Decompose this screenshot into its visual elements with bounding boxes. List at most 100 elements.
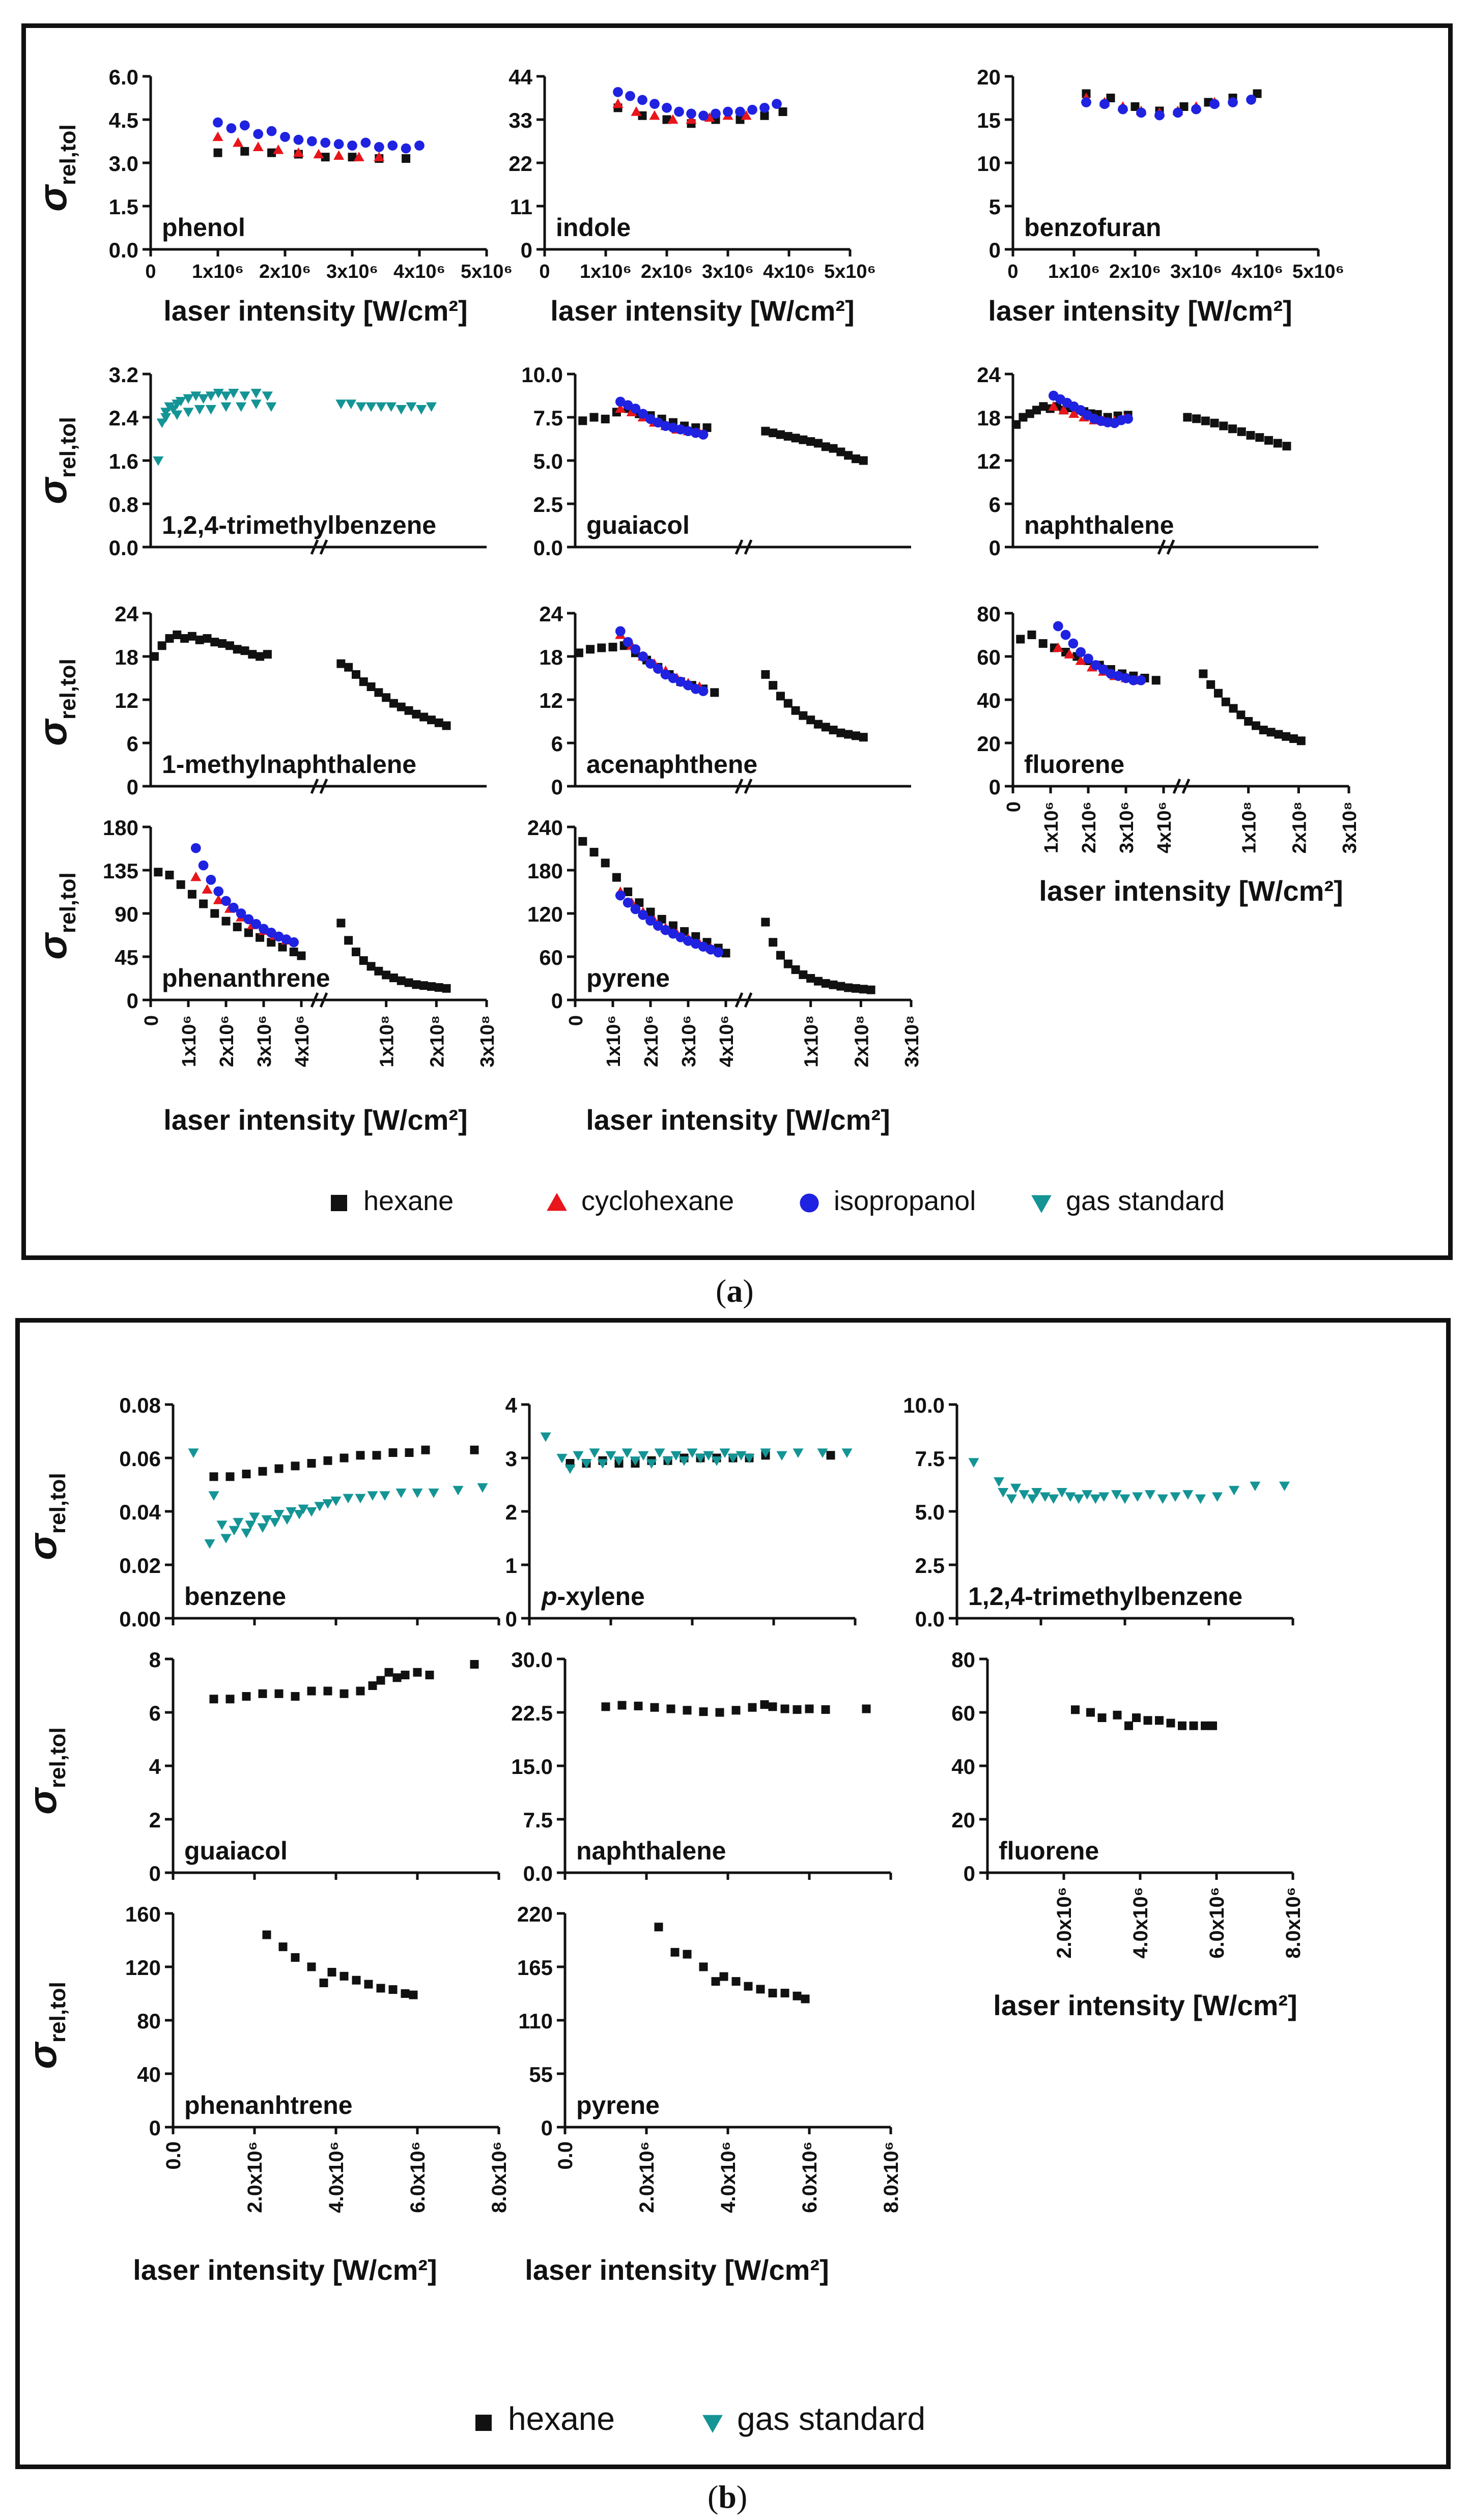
data-point-hexane — [666, 1704, 675, 1713]
data-point-hexane — [180, 634, 189, 643]
data-point-isopropanol — [289, 937, 299, 948]
data-point-hexane — [1155, 1716, 1164, 1725]
data-point-hexane — [413, 1668, 422, 1677]
data-point-isopropanol — [615, 890, 626, 901]
data-point-hexane — [376, 1676, 385, 1685]
data-point-hexane — [844, 730, 853, 739]
y-tick-label: 4 — [149, 1755, 161, 1779]
data-point-gas-standard — [1048, 1494, 1059, 1504]
data-point-hexane — [157, 641, 166, 650]
data-point-isopropanol — [1191, 104, 1201, 114]
data-point-cyclohexane — [293, 147, 304, 157]
data-point-hexane — [1237, 427, 1246, 436]
data-point-gas-standard — [564, 1464, 576, 1474]
data-point-hexane — [859, 456, 868, 465]
data-point-hexane — [691, 932, 700, 941]
axis-break-mark — [1157, 539, 1166, 555]
data-point-hexane — [248, 650, 257, 659]
x-tick-label: 1x10⁶ — [1048, 261, 1100, 282]
data-point-isopropanol — [668, 673, 679, 683]
data-point-hexane — [221, 917, 231, 926]
y-axis-symbol: σ — [20, 2041, 65, 2069]
x-tick-label: 1x10⁶ — [192, 261, 244, 282]
data-point-gas-standard — [1132, 1492, 1143, 1502]
data-point-hexane — [1201, 1721, 1209, 1730]
y-tick-label: 0 — [521, 238, 532, 262]
data-point-gas-standard — [213, 389, 224, 398]
data-point-hexane — [233, 645, 242, 654]
data-point-hexane — [769, 428, 778, 438]
data-point-cyclohexane — [1053, 642, 1064, 652]
y-tick-label: 0.06 — [119, 1447, 161, 1471]
data-point-hexane — [356, 1451, 365, 1460]
data-point-hexane — [821, 1705, 830, 1714]
data-point-isopropanol — [690, 683, 701, 694]
data-point-hexane — [1189, 1721, 1198, 1730]
data-point-hexane — [401, 1671, 410, 1679]
y-tick-label: 12 — [977, 449, 1001, 473]
data-point-hexane — [1039, 402, 1048, 411]
y-tick-label: 6 — [149, 1701, 161, 1725]
data-point-hexane — [1019, 413, 1028, 422]
data-point-gas-standard — [1250, 1481, 1261, 1492]
data-point-hexane — [1251, 721, 1260, 730]
data-point-gas-standard — [597, 1459, 608, 1469]
data-point-hexane — [240, 646, 249, 655]
data-point-isopropanol — [1228, 97, 1238, 107]
data-point-gas-standard — [1144, 1490, 1156, 1500]
data-point-hexane — [761, 918, 770, 927]
data-point-hexane — [851, 454, 860, 464]
data-point-cyclohexane — [615, 403, 626, 413]
data-point-hexane — [601, 1702, 610, 1711]
data-point-gas-standard — [395, 405, 407, 415]
data-point-hexane — [421, 1445, 430, 1454]
data-point-hexane — [586, 645, 595, 654]
data-point-hexane — [278, 1942, 288, 1952]
x-tick-label: 3x10⁶ — [326, 261, 378, 282]
data-point-gas-standard — [605, 1451, 616, 1461]
data-point-hexane — [776, 692, 785, 701]
data-point-hexane — [721, 949, 730, 958]
y-tick-label: 4 — [505, 1393, 518, 1417]
data-point-gas-standard — [343, 1494, 354, 1504]
y-tick-label: 2.5 — [533, 493, 563, 517]
x-tick-label: 0 — [539, 261, 550, 282]
compound-label: fluorene — [999, 1837, 1099, 1865]
data-point-gas-standard — [205, 391, 216, 402]
data-point-gas-standard — [406, 402, 417, 412]
data-point-gas-standard — [376, 402, 387, 412]
data-point-hexane — [356, 1686, 365, 1696]
x-axis-title: laser intensity [W/cm²] — [1039, 875, 1343, 907]
data-point-isopropanol — [1053, 621, 1063, 632]
axis-break-mark — [319, 539, 328, 555]
y-axis-symbol: σ — [30, 718, 75, 746]
data-point-gas-standard — [183, 394, 194, 404]
data-point-gas-standard — [687, 1448, 698, 1458]
data-point-gas-standard — [205, 405, 216, 415]
data-point-hexane — [165, 634, 174, 643]
data-point-gas-standard — [294, 1510, 305, 1520]
data-point-isopropanol — [374, 141, 384, 152]
y-axis-title: σrel,tol — [30, 124, 80, 212]
y-tick-label: 80 — [137, 2009, 161, 2033]
data-point-gas-standard — [355, 402, 366, 412]
data-point-gas-standard — [1211, 1492, 1223, 1502]
data-point-hexane — [1259, 726, 1268, 734]
data-point-hexane — [388, 1985, 398, 1994]
data-point-hexane — [366, 682, 376, 691]
data-point-hexane — [404, 978, 413, 987]
x-tick-label: 0.0 — [162, 2141, 185, 2170]
data-point-hexane — [340, 1453, 349, 1463]
data-point-gas-standard — [670, 1451, 682, 1461]
y-tick-label: 20 — [977, 65, 1001, 89]
data-point-isopropanol — [630, 904, 641, 914]
data-point-hexane — [1274, 730, 1283, 739]
y-tick-label: 0 — [989, 238, 1001, 262]
data-point-gas-standard — [269, 1517, 280, 1528]
data-point-hexane — [1246, 431, 1255, 440]
data-point-hexane — [348, 153, 357, 162]
compound-label: phenanthrene — [162, 964, 330, 992]
x-tick-label: 3x10⁸ — [1339, 801, 1361, 854]
data-point-isopropanol — [228, 902, 239, 913]
